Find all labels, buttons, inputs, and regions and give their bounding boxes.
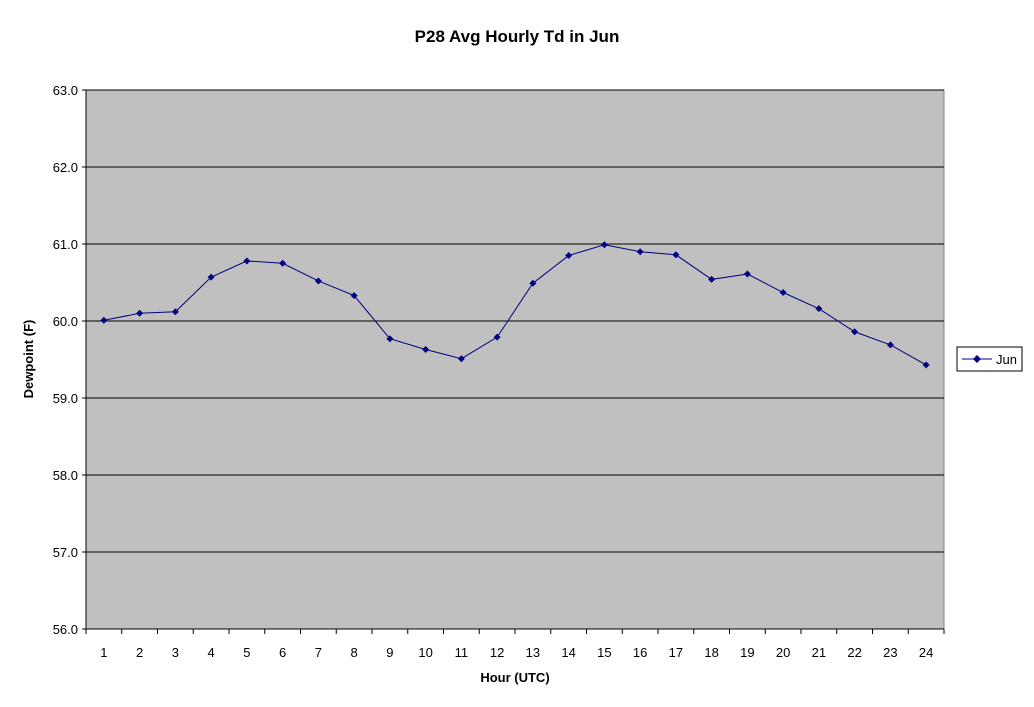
x-axis-title: Hour (UTC)	[480, 670, 549, 685]
data-point	[457, 355, 465, 363]
series-line	[103, 244, 927, 366]
data-point	[279, 259, 287, 267]
x-tick-label: 9	[386, 645, 393, 660]
chart-title: P28 Avg Hourly Td in Jun	[415, 27, 620, 46]
x-tick-label: 2	[136, 645, 143, 660]
series-group	[100, 241, 930, 369]
x-axis-ticks: 1 2 3 4 5 6 7 8 9 10 11 12 13 14 15 16 17 18 19 20 21 22 23 24	[85, 629, 945, 660]
data-point	[565, 252, 573, 260]
x-tick-label: 16	[633, 645, 647, 660]
data-point	[708, 275, 716, 283]
x-tick-label: 7	[315, 645, 322, 660]
data-point	[886, 341, 894, 349]
x-tick-label: 1	[100, 645, 107, 660]
x-tick-label: 12	[490, 645, 504, 660]
data-point	[529, 279, 537, 287]
data-point	[386, 335, 394, 343]
gridlines	[86, 89, 944, 553]
data-point	[207, 273, 215, 281]
y-tick-label: 63.0	[53, 83, 78, 98]
data-point	[600, 241, 608, 249]
x-tick-label: 6	[279, 645, 286, 660]
x-tick-label: 10	[418, 645, 432, 660]
x-tick-label: 4	[208, 645, 215, 660]
data-point	[243, 257, 251, 265]
data-point	[136, 309, 144, 317]
data-point	[779, 289, 787, 297]
x-tick-label: 11	[455, 645, 469, 660]
data-point	[815, 305, 823, 313]
y-tick-label: 61.0	[53, 237, 78, 252]
x-tick-label: 23	[883, 645, 897, 660]
y-axis-ticks: 56.0 57.0 58.0 59.0 60.0 61.0 62.0 63.0	[53, 83, 86, 637]
x-tick-label: 19	[740, 645, 754, 660]
x-tick-label: 5	[243, 645, 250, 660]
data-point	[100, 316, 108, 324]
y-axis-title: Dewpoint (F)	[21, 320, 36, 399]
data-point	[636, 248, 644, 256]
y-tick-label: 62.0	[53, 160, 78, 175]
x-tick-label: 3	[172, 645, 179, 660]
y-tick-label: 56.0	[53, 622, 78, 637]
x-tick-label: 20	[776, 645, 790, 660]
x-tick-label: 22	[847, 645, 861, 660]
data-point	[851, 328, 859, 336]
x-tick-label: 8	[351, 645, 358, 660]
y-tick-label: 60.0	[53, 314, 78, 329]
y-tick-label: 58.0	[53, 468, 78, 483]
data-point	[922, 361, 930, 369]
x-tick-label: 17	[669, 645, 683, 660]
data-point	[171, 308, 179, 316]
plot-area	[85, 89, 945, 630]
legend-label: Jun	[996, 352, 1017, 367]
x-tick-label: 24	[919, 645, 933, 660]
y-tick-label: 57.0	[53, 545, 78, 560]
data-point	[314, 277, 322, 285]
y-tick-label: 59.0	[53, 391, 78, 406]
data-point	[422, 345, 430, 353]
data-point	[743, 270, 751, 278]
legend-marker	[973, 355, 981, 363]
x-tick-label: 14	[561, 645, 575, 660]
data-point	[672, 251, 680, 259]
data-point	[493, 333, 501, 341]
x-tick-label: 13	[526, 645, 540, 660]
x-tick-label: 21	[812, 645, 826, 660]
x-tick-label: 18	[704, 645, 718, 660]
legend: Jun	[956, 346, 1023, 372]
x-tick-label: 15	[597, 645, 611, 660]
data-point	[350, 292, 358, 300]
